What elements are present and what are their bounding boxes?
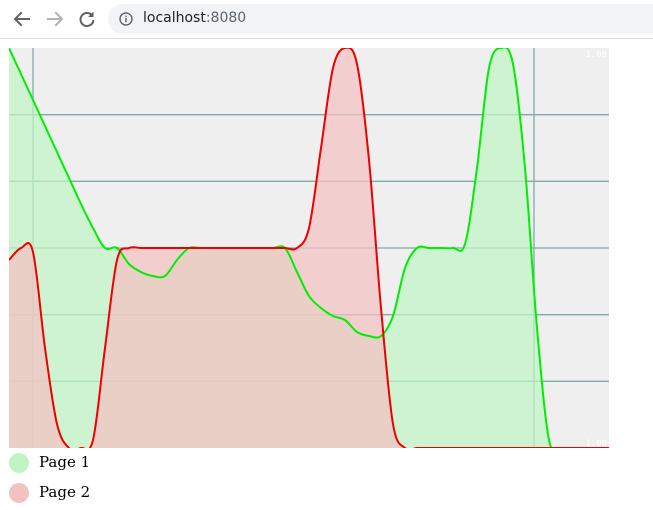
arrow-left-icon <box>13 11 30 27</box>
area-page-2 <box>9 48 609 448</box>
legend: Page 1 Page 2 <box>9 450 209 510</box>
browser-toolbar: localhost:8080 <box>0 0 653 39</box>
area-layer <box>9 48 609 448</box>
line-layer <box>9 48 609 448</box>
back-button[interactable] <box>8 5 36 33</box>
line-page-2 <box>9 48 609 448</box>
legend-swatch-page-1 <box>9 453 29 473</box>
tick-label-bottom: 1.00 <box>585 439 607 448</box>
area-chart: 1.00 1.00 <box>9 48 609 448</box>
arrow-right-icon <box>47 11 64 27</box>
reload-button[interactable] <box>73 5 101 33</box>
tick-label-top: 1.00 <box>585 50 607 60</box>
reload-icon <box>79 11 95 27</box>
address-bar[interactable]: localhost:8080 <box>108 4 653 34</box>
chart-container: 1.00 1.00 <box>9 48 609 448</box>
line-page-1 <box>9 48 609 448</box>
legend-item-page-1: Page 1 <box>9 450 209 480</box>
url-text[interactable]: localhost:8080 <box>143 10 246 26</box>
forward-button[interactable] <box>41 5 69 33</box>
legend-item-page-2: Page 2 <box>9 480 209 510</box>
url-host: localhost <box>143 10 206 26</box>
url-port: :8080 <box>205 10 247 26</box>
legend-label-page-1: Page 1 <box>39 453 91 471</box>
info-icon[interactable] <box>119 12 133 26</box>
legend-label-page-2: Page 2 <box>39 483 91 501</box>
legend-swatch-page-2 <box>9 483 29 503</box>
